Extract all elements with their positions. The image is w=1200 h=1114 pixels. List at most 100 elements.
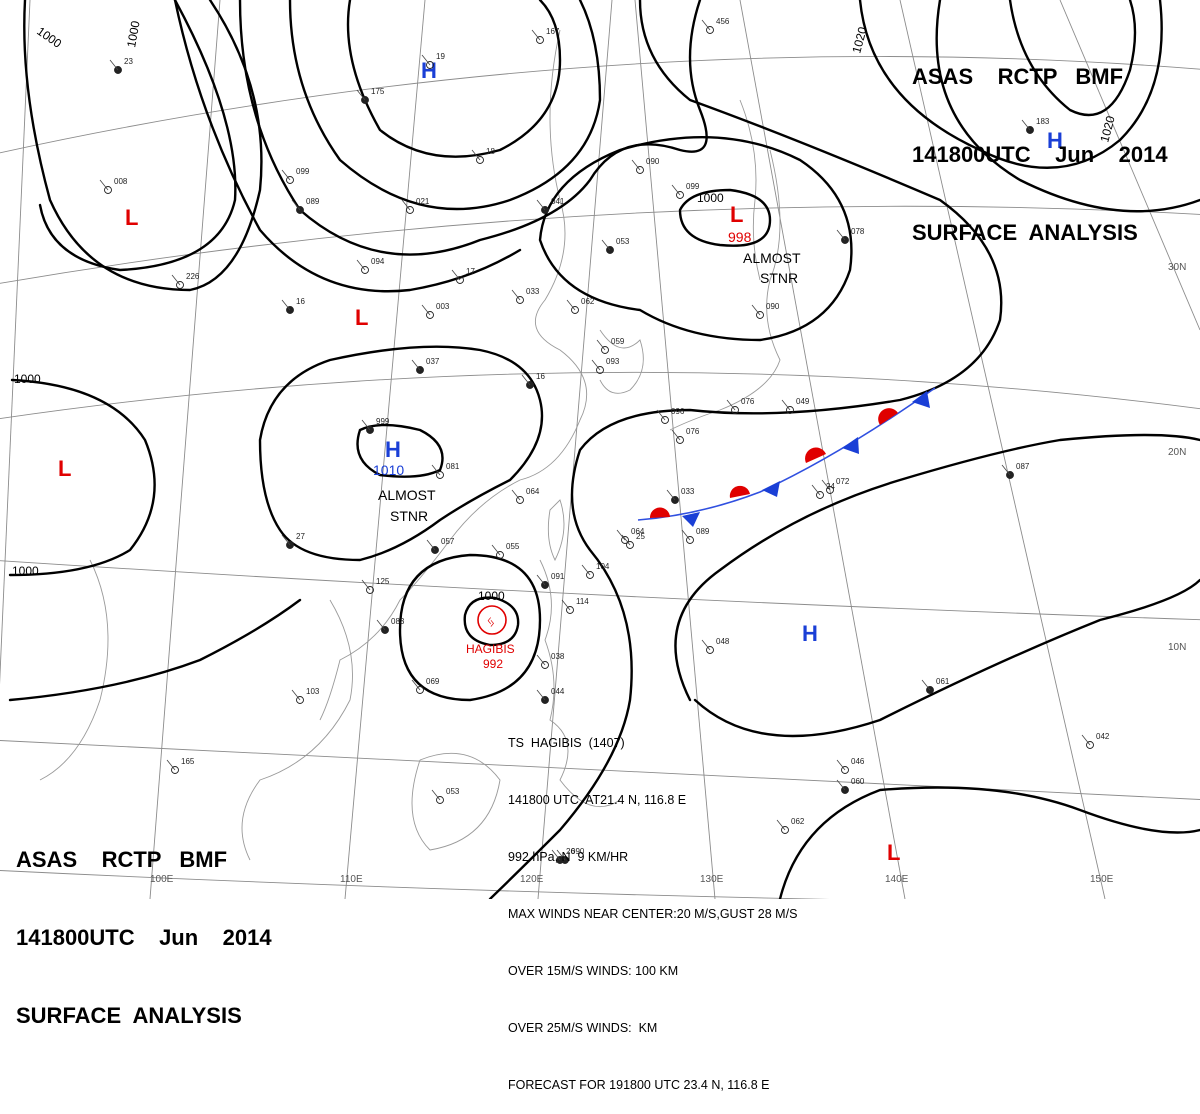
low-china: L: [355, 305, 368, 330]
station-value: 008: [114, 177, 128, 186]
header-top: ASAS RCTP BMF 141800UTC Jun 2014 SURFACE…: [912, 12, 1168, 272]
station-value: 083: [391, 617, 405, 626]
station-value: 094: [371, 257, 385, 266]
ts-line5: OVER 15M/S WINDS: 100 KM: [508, 962, 797, 981]
low-okhotsk: L: [730, 202, 743, 227]
station-value: 046: [851, 757, 865, 766]
lon-label-150e: 150E: [1090, 874, 1114, 885]
lon-label-140e: 140E: [885, 874, 909, 885]
isobar-label-d: 1000: [12, 564, 39, 578]
typhoon-icon: ᛃ: [486, 612, 496, 631]
almost-stnr-2-line2: STNR: [760, 270, 798, 286]
isobar-label-c: 1000: [14, 372, 41, 386]
header-bottom: ASAS RCTP BMF 141800UTC Jun 2014 SURFACE…: [16, 795, 272, 1055]
station-value: 057: [441, 537, 455, 546]
ts-line4: MAX WINDS NEAR CENTER:20 M/S,GUST 28 M/S: [508, 905, 797, 924]
station-value: 23: [124, 57, 133, 66]
station-value: 064: [526, 487, 540, 496]
station-value: 19: [436, 52, 445, 61]
station-value: 104: [596, 562, 610, 571]
station-value: 16: [536, 372, 545, 381]
low-pacific-south: L: [887, 840, 900, 865]
header-bottom-line3: SURFACE ANALYSIS: [16, 1003, 272, 1029]
station-value: 090: [646, 157, 660, 166]
station-value: 24: [826, 482, 835, 491]
station-value: 069: [426, 677, 440, 686]
station-value: 072: [836, 477, 850, 486]
low-tibet: L: [58, 456, 71, 481]
station-value: 090: [766, 302, 780, 311]
lat-label-30n: 30N: [1168, 262, 1186, 273]
station-value: 114: [576, 597, 589, 606]
lat-label-20n: 20N: [1168, 447, 1186, 458]
isobar-label-e: 1000: [478, 589, 505, 603]
station-value: 053: [616, 237, 630, 246]
station-value: 076: [686, 427, 700, 436]
station-value: 456: [716, 17, 730, 26]
station-value: 048: [716, 637, 730, 646]
station-value: 033: [681, 487, 695, 496]
typhoon-info-box: TS HAGIBIS (1407) 141800 UTC AT21.4 N, 1…: [508, 696, 797, 1114]
station-value: 060: [851, 777, 865, 786]
station-value: 081: [446, 462, 460, 471]
station-value: 055: [506, 542, 520, 551]
typhoon-pressure: 992: [483, 657, 503, 671]
station-value: 037: [426, 357, 440, 366]
station-value: 165: [181, 757, 195, 766]
isobar-label-f: 1000: [697, 191, 724, 205]
station-value: 999: [376, 417, 390, 426]
high-south-china: H: [385, 437, 401, 462]
station-value: 099: [296, 167, 310, 176]
station-value: 099: [686, 182, 700, 191]
station-value: 175: [371, 87, 385, 96]
station-value: 053: [446, 787, 460, 796]
station-value: 167: [546, 27, 560, 36]
station-value: 089: [696, 527, 710, 536]
station-value: 091: [551, 572, 565, 581]
ts-line3: 992 hPa, N 9 KM/HR: [508, 848, 797, 867]
station-value: 033: [526, 287, 540, 296]
low-kazakh: L: [125, 205, 138, 230]
ts-line7: FORECAST FOR 191800 UTC 23.4 N, 116.8 E: [508, 1076, 797, 1095]
station-value: 089: [306, 197, 320, 206]
station-value: 27: [296, 532, 305, 541]
ts-line6: OVER 25M/S WINDS: KM: [508, 1019, 797, 1038]
station-value: 096: [671, 407, 685, 416]
station-value: 038: [551, 652, 565, 661]
low-okhotsk-pressure: 998: [728, 229, 752, 245]
header-top-line3: SURFACE ANALYSIS: [912, 220, 1168, 246]
header-bottom-line1: ASAS RCTP BMF: [16, 847, 272, 873]
lat-label-10n: 10N: [1168, 642, 1186, 653]
station-value: 25: [636, 532, 645, 541]
station-value: 021: [416, 197, 430, 206]
station-value: 076: [741, 397, 755, 406]
station-value: 087: [1016, 462, 1030, 471]
ts-line1: TS HAGIBIS (1407): [508, 734, 797, 753]
station-value: 16: [296, 297, 305, 306]
high-pacific-south: H: [802, 621, 818, 646]
header-top-line1: ASAS RCTP BMF: [912, 64, 1168, 90]
station-value: 226: [186, 272, 200, 281]
almost-stnr-1-line1: ALMOST: [378, 487, 436, 503]
station-value: 041: [551, 197, 565, 206]
station-value: 093: [606, 357, 620, 366]
station-value: 078: [851, 227, 865, 236]
station-value: 049: [796, 397, 810, 406]
station-value: 103: [306, 687, 320, 696]
station-value: 042: [1096, 732, 1110, 741]
station-value: 044: [551, 687, 565, 696]
typhoon-name: HAGIBIS: [466, 642, 515, 656]
station-value: 003: [436, 302, 450, 311]
ts-line2: 141800 UTC AT21.4 N, 116.8 E: [508, 791, 797, 810]
station-value: 059: [611, 337, 625, 346]
station-value: 125: [376, 577, 390, 586]
header-top-line2: 141800UTC Jun 2014: [912, 142, 1168, 168]
header-bottom-line2: 141800UTC Jun 2014: [16, 925, 272, 951]
station-value: 18: [486, 147, 495, 156]
lon-label-110e: 110E: [340, 874, 363, 885]
station-value: 062: [581, 297, 595, 306]
almost-stnr-1-line2: STNR: [390, 508, 428, 524]
station-value: 061: [936, 677, 950, 686]
station-value: 17: [466, 267, 475, 276]
high-south-china-pressure: 1010: [373, 462, 404, 478]
